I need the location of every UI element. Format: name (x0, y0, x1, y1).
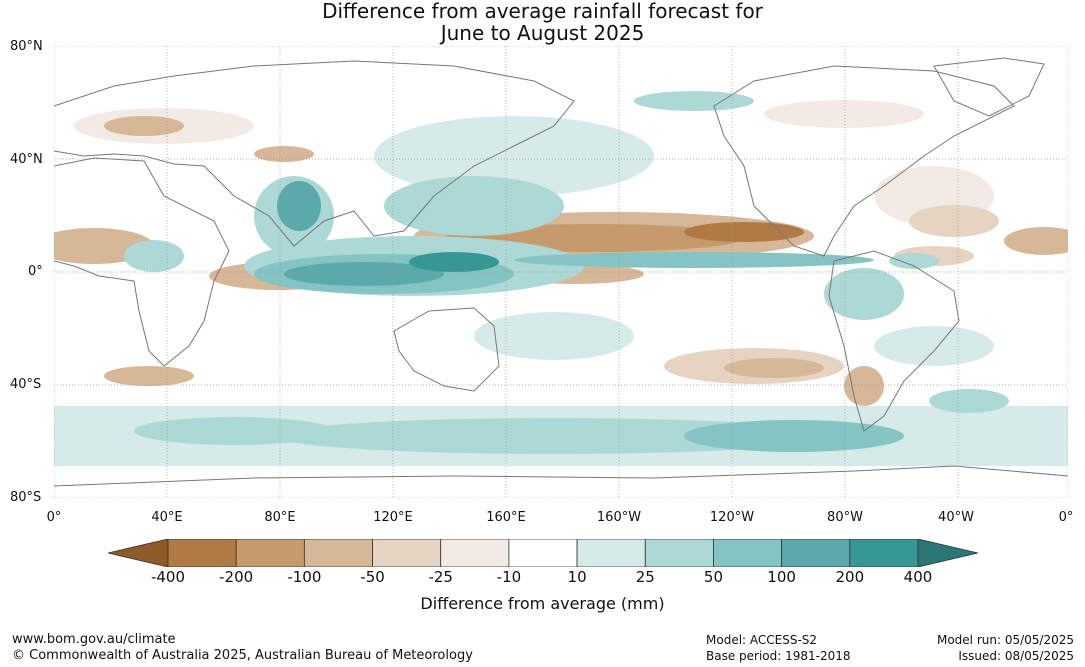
footer-copyright: © Commonwealth of Australia 2025, Austra… (12, 648, 473, 663)
colorbar-swatch (440, 538, 510, 568)
colorbar-swatch (713, 538, 783, 568)
colorbar-tick-label: 50 (703, 568, 723, 586)
lat-label-80n: 80°N (10, 39, 43, 54)
colorbar-swatch (849, 538, 919, 568)
title-line-1: Difference from average rainfall forecas… (322, 0, 763, 23)
south-america-outline (828, 250, 960, 432)
colorbar-tick-label: -100 (287, 568, 322, 586)
lat-label-80s: 80°S (10, 490, 42, 505)
lon-label-0: 0° (46, 510, 62, 525)
colorbar-extend-high (917, 538, 979, 568)
colorbar-extend-low (107, 538, 169, 568)
colorbar-swatch (644, 538, 714, 568)
eurasia-outline (54, 60, 575, 247)
colorbar-tick-label: -25 (428, 568, 453, 586)
coastlines (54, 57, 1068, 487)
antarctica-outline (54, 465, 1068, 487)
lon-label-80w: 80°W (827, 510, 863, 525)
lon-label-0-right: 0° (1058, 510, 1074, 525)
colorbar-swatch (303, 538, 373, 568)
colorbar-label: Difference from average (mm) (420, 594, 665, 613)
gridlines (54, 46, 1068, 498)
colorbar-swatch (781, 538, 851, 568)
colorbar-svg (107, 538, 979, 568)
footer-model-run: Model run: 05/05/2025 (936, 633, 1074, 647)
lon-label-40w: 40°W (938, 510, 974, 525)
lon-label-120w: 120°W (709, 510, 755, 525)
north-america-outline (713, 65, 1015, 257)
footer-base-period: Base period: 1981-2018 (706, 649, 851, 663)
lon-label-160w: 160°W (596, 510, 642, 525)
lat-label-40s: 40°S (10, 377, 42, 392)
footer-issued: Issued: 08/05/2025 (958, 649, 1074, 663)
footer-website[interactable]: www.bom.gov.au/climate (12, 632, 176, 647)
lat-label-40n: 40°N (10, 152, 43, 167)
wet-anomaly-regions (54, 91, 1068, 466)
rainfall-anomaly-map (54, 46, 1068, 498)
colorbar-tick-label: 400 (903, 568, 933, 586)
greenland-outline (933, 57, 1045, 117)
lon-label-80e: 80°E (264, 510, 296, 525)
colorbar-swatch (576, 538, 646, 568)
lon-label-40e: 40°E (151, 510, 183, 525)
lon-label-120e: 120°E (373, 510, 413, 525)
colorbar-tick-label: 10 (567, 568, 587, 586)
colorbar-tick-label: -10 (496, 568, 522, 586)
lon-label-160e: 160°E (486, 510, 526, 525)
australia-outline (393, 307, 500, 392)
colorbar-tick-label: -50 (360, 568, 385, 586)
colorbar-tick-label: -200 (219, 568, 254, 586)
colorbar (107, 538, 979, 568)
colorbar-swatch (372, 538, 442, 568)
lat-label-0: 0° (28, 264, 43, 279)
map-svg (54, 46, 1068, 498)
colorbar-swatch (235, 538, 305, 568)
colorbar-tick-label: 100 (767, 568, 796, 586)
colorbar-swatch (508, 538, 578, 568)
colorbar-tick-label: 200 (835, 568, 865, 586)
africa-outline (54, 157, 230, 367)
colorbar-tick-label: 25 (635, 568, 655, 586)
title-line-2: June to August 2025 (440, 21, 645, 45)
colorbar-swatch (167, 538, 237, 568)
footer-model: Model: ACCESS-S2 (706, 633, 818, 647)
chart-title: Difference from average rainfall forecas… (0, 0, 1085, 44)
colorbar-tick-label: -400 (150, 568, 186, 586)
